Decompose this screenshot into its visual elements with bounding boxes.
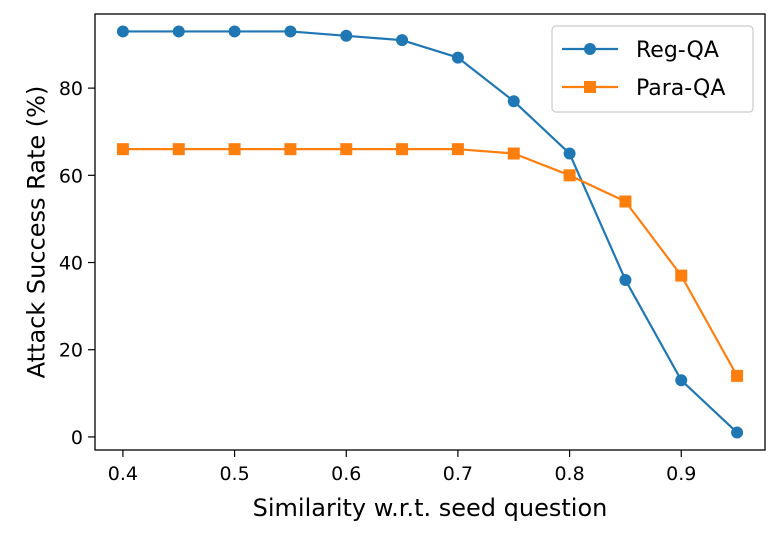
data-point: [563, 169, 576, 182]
y-tick-label: 20: [59, 340, 83, 362]
y-tick-label: 60: [59, 165, 83, 187]
x-tick-label: 0.7: [443, 463, 473, 485]
data-point: [340, 29, 353, 42]
data-point: [228, 25, 241, 38]
legend-marker: [584, 81, 596, 93]
axis-layer: 0.4 0.5 0.6 0.7 0.8 0.9 0 20 40 60 80: [59, 78, 697, 485]
data-point: [619, 273, 632, 286]
plot-frame: [94, 13, 766, 451]
data-point: [675, 269, 688, 282]
data-point: [731, 426, 744, 439]
x-tick-label: 0.9: [666, 463, 696, 485]
data-point: [451, 51, 464, 64]
data-point: [731, 369, 744, 382]
data-point: [172, 143, 185, 156]
data-point: [507, 95, 520, 108]
data-point: [228, 143, 241, 156]
data-point: [172, 25, 185, 38]
x-axis-title: Similarity w.r.t. seed question: [253, 494, 608, 522]
data-point: [507, 147, 520, 160]
x-tick-label: 0.8: [554, 463, 584, 485]
y-tick-label: 40: [59, 253, 83, 275]
legend-marker: [584, 43, 596, 55]
legend: Reg-QA Para-QA: [551, 25, 754, 113]
series-line: [122, 148, 739, 377]
legend-label: Para-QA: [636, 76, 725, 101]
data-point: [451, 143, 464, 156]
data-point: [116, 25, 129, 38]
x-tick-label: 0.5: [219, 463, 249, 485]
series-line: [122, 30, 738, 434]
y-tick-label: 0: [71, 427, 83, 449]
data-point: [619, 195, 632, 208]
data-point: [116, 143, 129, 156]
data-point: [340, 143, 353, 156]
x-tick-label: 0.6: [331, 463, 361, 485]
series-para-qa: [116, 143, 744, 382]
legend-box: [551, 25, 754, 113]
data-point: [563, 147, 576, 160]
legend-label: Reg-QA: [636, 38, 719, 63]
data-point: [675, 374, 688, 387]
data-point: [396, 143, 409, 156]
data-point: [396, 34, 409, 47]
series-layer: [116, 25, 744, 439]
x-tick-label: 0.4: [108, 463, 138, 485]
data-point: [284, 25, 297, 38]
y-tick-label: 80: [59, 78, 83, 100]
data-point: [284, 143, 297, 156]
series-reg-qa: [116, 25, 744, 439]
y-axis-title: Attack Success Rate (%): [22, 86, 50, 379]
